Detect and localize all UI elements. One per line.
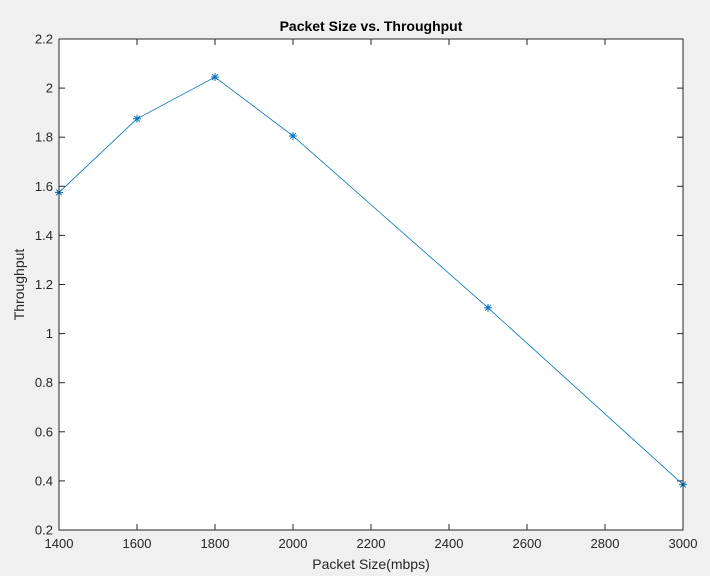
x-tick-label: 1600 — [123, 536, 152, 551]
y-tick-label: 0.2 — [35, 523, 53, 538]
x-tick-label: 3000 — [669, 536, 698, 551]
y-tick-label: 0.8 — [35, 375, 53, 390]
data-point-marker — [289, 131, 297, 140]
y-tick-label: 1.4 — [35, 228, 53, 243]
y-tick-label: 1.2 — [35, 277, 53, 292]
axes-background — [59, 39, 683, 530]
y-tick-label: 1 — [46, 326, 53, 341]
x-tick-label: 2600 — [513, 536, 542, 551]
y-tick-label: 2.2 — [35, 32, 53, 47]
data-point-marker — [211, 73, 219, 82]
series-line — [58, 76, 684, 485]
y-tick-label: 1.8 — [35, 130, 53, 145]
series-layer — [55, 73, 687, 489]
x-tick-label: 2000 — [279, 536, 308, 551]
x-axis: 1400 1600 1800 2000 2200 2400 2600 2800 3000 — [45, 39, 698, 551]
data-point-marker — [484, 303, 492, 312]
x-tick-label: 2200 — [357, 536, 386, 551]
axes-frame — [58, 38, 684, 531]
x-tick-label: 2800 — [591, 536, 620, 551]
y-tick-label: 0.6 — [35, 424, 53, 439]
x-axis-label: Packet Size(mbps) — [312, 556, 429, 572]
y-axis: 0.2 0.4 0.6 0.8 1 1.2 1.4 1.6 1.8 2 2.2 — [35, 32, 683, 538]
y-axis-label: Throughput — [11, 249, 27, 321]
chart-title: Packet Size vs. Throughput — [280, 18, 463, 34]
x-tick-label: 2400 — [435, 536, 464, 551]
x-tick-label: 1400 — [45, 536, 74, 551]
x-tick-label: 1800 — [201, 536, 230, 551]
y-tick-label: 0.4 — [35, 473, 53, 488]
y-tick-label: 1.6 — [35, 179, 53, 194]
data-point-marker — [133, 114, 141, 123]
y-tick-label: 2 — [46, 81, 53, 96]
